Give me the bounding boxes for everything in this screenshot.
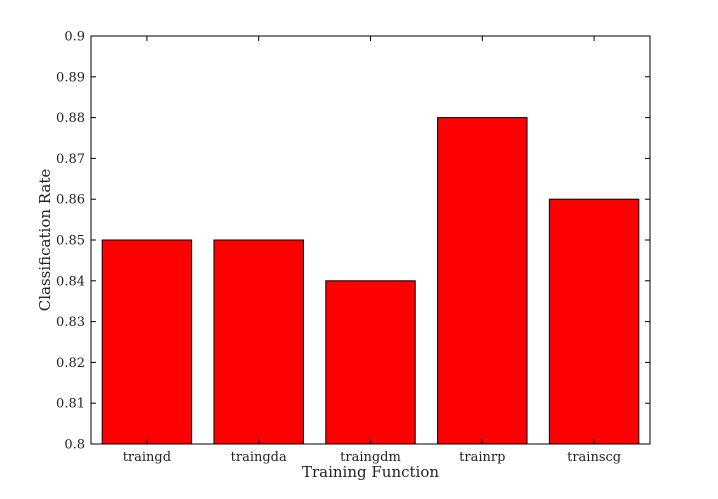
- y-tick-label-5: 0.85: [56, 234, 85, 249]
- y-tick-label-6: 0.86: [56, 193, 85, 208]
- y-tick-label-3: 0.83: [56, 315, 85, 330]
- y-tick-label-8: 0.88: [56, 111, 85, 126]
- x-tick-label-trainrp: trainrp: [459, 450, 505, 465]
- bars-group: [101, 117, 640, 445]
- bar-trainrp: [437, 117, 528, 445]
- y-tick-label-4: 0.84: [56, 274, 85, 289]
- x-tick-label-traingd: traingd: [123, 450, 171, 465]
- y-tick-label-10: 0.9: [64, 30, 85, 45]
- bar-traingda: [213, 239, 304, 445]
- bar-trainscg: [548, 198, 640, 445]
- y-ticks-group: 0.8 0.81 0.82 0.83 0.84 0.85 0.86 0.87 0.88 0.89 0…: [56, 30, 650, 453]
- x-ticks-group: traingd traingda traingdm trainrp trainscg: [123, 36, 621, 465]
- x-tick-label-traingda: traingda: [231, 450, 287, 465]
- bar-traingd: [101, 239, 193, 445]
- x-tick-label-traingdm: traingdm: [340, 450, 401, 465]
- y-tick-label-2: 0.82: [56, 356, 85, 371]
- y-tick-label-0: 0.8: [64, 438, 85, 453]
- x-axis-label: Training Function: [302, 463, 439, 481]
- y-tick-label-7: 0.87: [56, 152, 85, 167]
- y-tick-label-1: 0.81: [56, 397, 85, 412]
- y-axis-label: Classification Rate: [36, 169, 54, 312]
- x-tick-label-trainscg: trainscg: [567, 450, 621, 465]
- bar-traingdm: [325, 280, 416, 445]
- y-tick-label-9: 0.89: [56, 70, 85, 85]
